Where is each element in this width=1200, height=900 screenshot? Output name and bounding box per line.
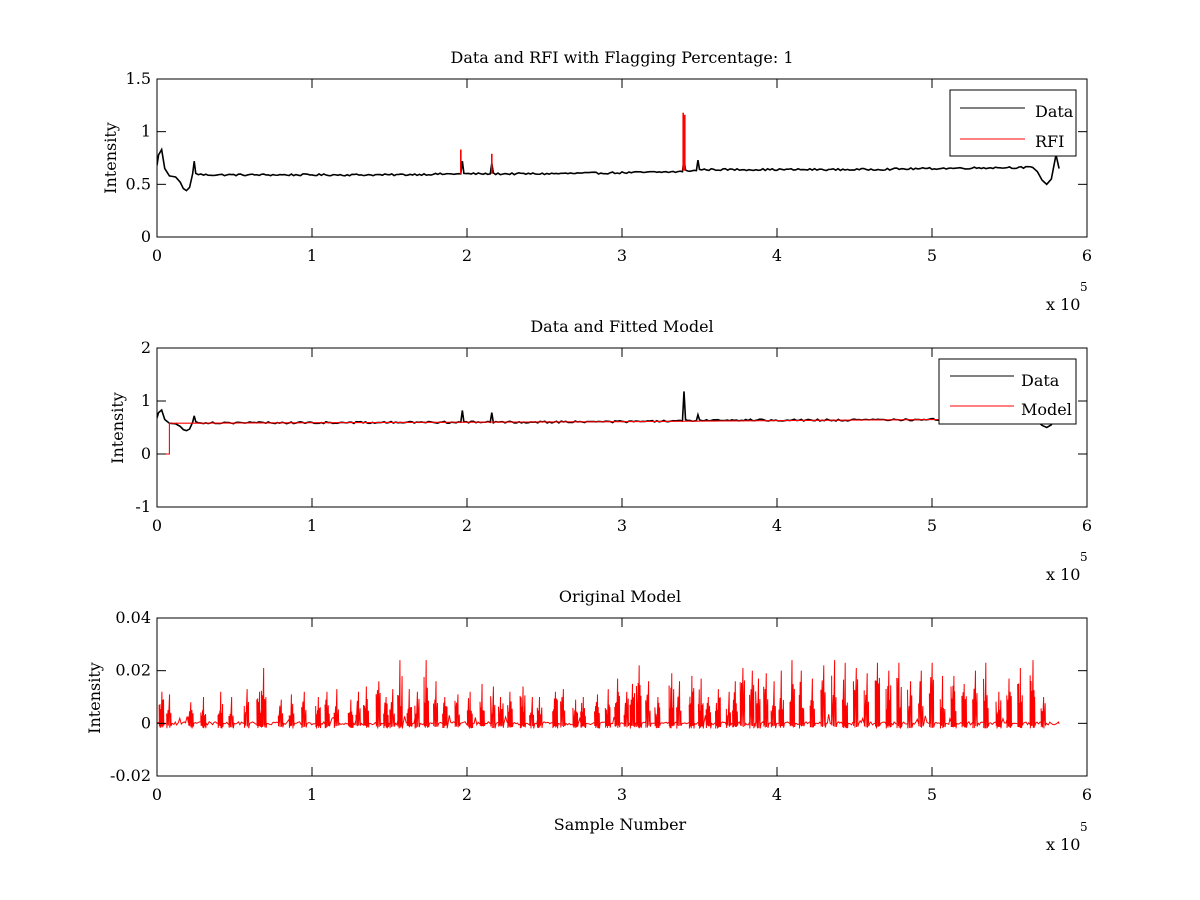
- x-tick-label: 3: [617, 785, 627, 804]
- x-multiplier-exponent: 5: [1080, 820, 1088, 834]
- panel-rfi: Data and RFI with Flagging Percentage: 1…: [101, 48, 1092, 314]
- x-tick-label: 5: [927, 246, 937, 265]
- x-tick-label: 6: [1082, 785, 1092, 804]
- x-multiplier-exponent: 5: [1080, 280, 1088, 294]
- legend: Data RFI: [949, 89, 1077, 157]
- y-tick-label: -0.02: [110, 766, 151, 785]
- x-tick-label: 4: [772, 785, 782, 804]
- y-tick-label: 1.5: [126, 69, 151, 88]
- x-tick-label: 0: [152, 785, 162, 804]
- axes-box: [156, 347, 1088, 508]
- x-tick-label: 6: [1082, 516, 1092, 535]
- x-multiplier-base: x 10: [1046, 295, 1080, 314]
- legend-box: [938, 358, 1077, 425]
- series-original-model-line: [157, 660, 1060, 729]
- y-tick-label: 1: [141, 391, 151, 410]
- x-multiplier-base: x 10: [1046, 835, 1080, 854]
- x-axis-label: Sample Number: [554, 815, 687, 834]
- x-multiplier-base: x 10: [1046, 565, 1080, 584]
- x-multiplier: x 10 5: [1046, 280, 1088, 314]
- y-tick-label: 0: [141, 444, 151, 463]
- y-tick-label: 0.5: [126, 174, 151, 193]
- x-tick-label: 1: [307, 785, 317, 804]
- x-tick-label: 4: [772, 246, 782, 265]
- y-tick-label: 1: [141, 122, 151, 141]
- plot-area: [157, 391, 1060, 455]
- x-tick-label: 3: [617, 246, 627, 265]
- x-tick-label: 6: [1082, 246, 1092, 265]
- y-axis-label: Intensity: [85, 662, 104, 734]
- legend-label-data: Data: [1021, 371, 1060, 390]
- y-tick-label: -1: [135, 497, 151, 516]
- panel-fitted-model: Data and Fitted Model Intensity 0 1 2 3 4 5 6 -…: [108, 317, 1092, 584]
- y-tick-label: 2: [141, 338, 151, 357]
- panel-marks: 0 1 2 3 4 5 6 0 0.5 1 1.5: [126, 69, 1093, 265]
- panel-title: Data and RFI with Flagging Percentage: 1: [450, 48, 793, 67]
- x-tick-label: 1: [307, 516, 317, 535]
- y-tick-label: 0.02: [115, 661, 151, 680]
- y-tick-label: 0.04: [115, 608, 151, 627]
- x-multiplier-exponent: 5: [1080, 550, 1088, 564]
- plot-area: [157, 112, 1060, 192]
- plot-area: [157, 660, 1060, 729]
- x-tick-label: 5: [927, 516, 937, 535]
- series-model-line: [157, 418, 1060, 455]
- x-multiplier: x 10 5: [1046, 550, 1088, 584]
- series-data-line: [157, 147, 1060, 192]
- panel-title: Original Model: [559, 587, 681, 606]
- axes-box: [156, 78, 1088, 238]
- y-tick-label: 0: [141, 227, 151, 246]
- x-tick-label: 2: [462, 246, 472, 265]
- y-axis-label: Intensity: [108, 392, 127, 464]
- x-tick-label: 0: [152, 246, 162, 265]
- x-tick-label: 1: [307, 246, 317, 265]
- legend-label-data: Data: [1035, 102, 1074, 121]
- x-tick-label: 5: [927, 785, 937, 804]
- x-tick-label: 0: [152, 516, 162, 535]
- legend: Data Model: [938, 358, 1077, 425]
- x-multiplier: x 10 5: [1046, 820, 1088, 854]
- legend-label-model: Model: [1021, 400, 1072, 419]
- y-axis-label: Intensity: [101, 122, 120, 194]
- panel-title: Data and Fitted Model: [530, 317, 713, 336]
- x-tick-label: 3: [617, 516, 627, 535]
- legend-label-rfi: RFI: [1035, 132, 1064, 151]
- x-tick-label: 2: [462, 516, 472, 535]
- panel-original-model: Original Model Intensity Sample Number 0…: [85, 587, 1092, 854]
- x-tick-label: 2: [462, 785, 472, 804]
- x-tick-label: 4: [772, 516, 782, 535]
- axes-box: [156, 617, 1088, 777]
- y-tick-label: 0: [141, 713, 151, 732]
- legend-box: [949, 89, 1077, 157]
